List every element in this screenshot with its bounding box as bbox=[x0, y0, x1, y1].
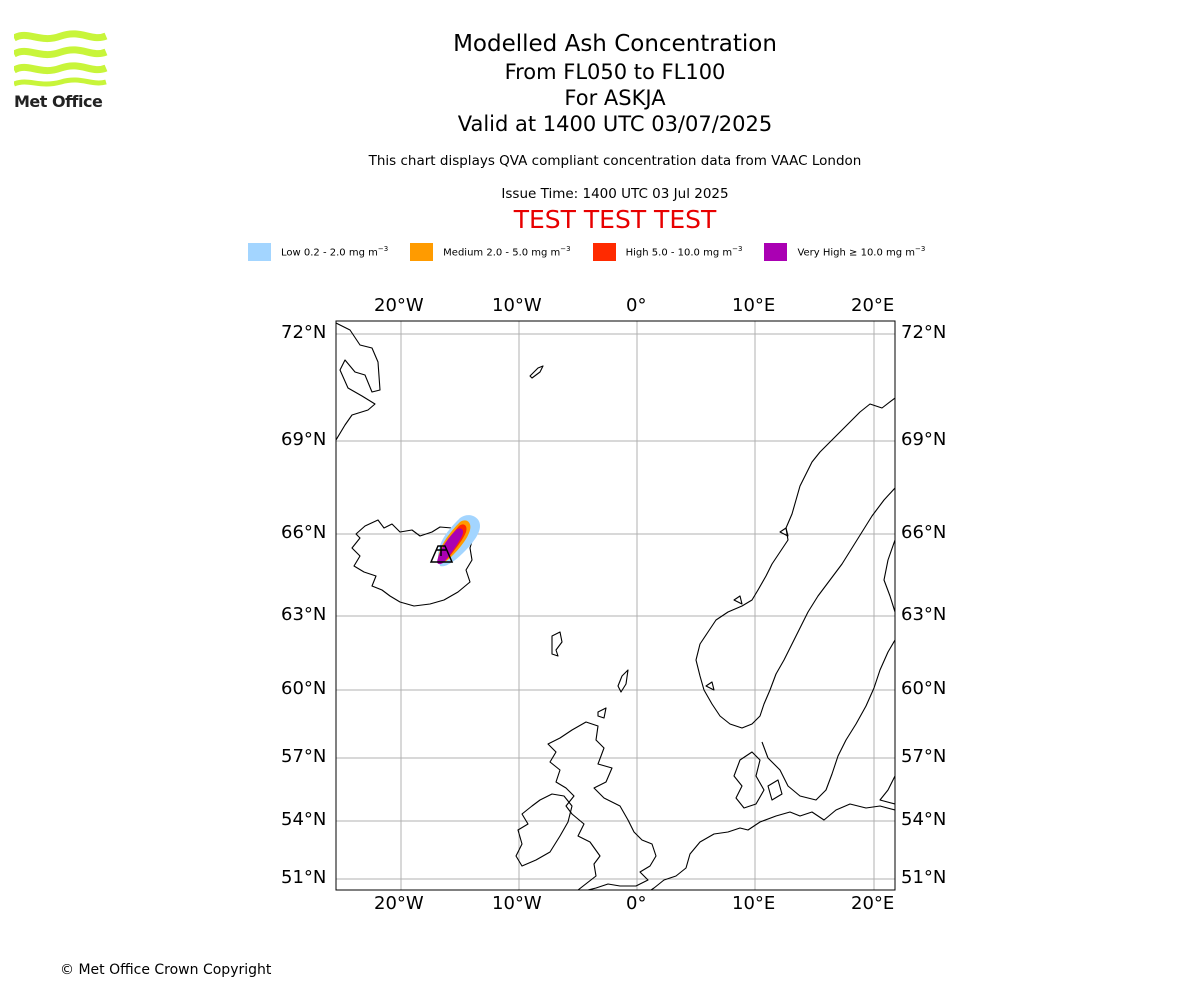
iceland-coast bbox=[351, 519, 475, 607]
lat-tick-right-60n: 60°N bbox=[901, 678, 947, 699]
lat-tick-left-51n: 51°N bbox=[281, 867, 327, 888]
lat-tick-left-60n: 60°N bbox=[281, 678, 327, 699]
legend-item-high: High 5.0 - 10.0 mg m−3 bbox=[592, 243, 743, 261]
volcano-marker-icon bbox=[429, 545, 454, 563]
jan-mayen bbox=[529, 365, 544, 379]
legend-item-medium: Medium 2.0 - 5.0 mg m−3 bbox=[410, 243, 571, 261]
norway-coast bbox=[695, 397, 895, 729]
logo-text: Met Office bbox=[14, 92, 103, 111]
lat-tick-right-72n: 72°N bbox=[901, 322, 947, 343]
ash-very-high bbox=[437, 528, 464, 565]
lat-tick-left-66n: 66°N bbox=[281, 522, 327, 543]
legend-swatch-medium bbox=[410, 243, 434, 261]
copyright-notice: © Met Office Crown Copyright bbox=[60, 962, 272, 978]
legend: Low 0.2 - 2.0 mg m−3 Medium 2.0 - 5.0 mg… bbox=[248, 243, 947, 261]
lat-tick-left-72n: 72°N bbox=[281, 322, 327, 343]
volcano-name: For ASKJA bbox=[564, 86, 666, 110]
lon-tick-top-20e: 20°E bbox=[851, 295, 895, 316]
great-britain-coast bbox=[547, 721, 657, 890]
lon-tick-bottom-20e: 20°E bbox=[851, 893, 895, 914]
qva-note: This chart displays QVA compliant concen… bbox=[368, 153, 862, 169]
faroe-islands bbox=[551, 631, 563, 657]
legend-swatch-low bbox=[248, 243, 271, 261]
coastlines bbox=[336, 322, 895, 890]
met-office-logo: Met Office bbox=[12, 30, 109, 112]
lat-tick-right-63n: 63°N bbox=[901, 604, 947, 625]
met-office-wave-icon bbox=[12, 30, 108, 87]
legend-item-very-high: Very High ≥ 10.0 mg m−3 bbox=[764, 243, 925, 261]
shetland bbox=[617, 669, 629, 693]
lon-tick-bottom-10w: 10°W bbox=[492, 893, 542, 914]
valid-time: Valid at 1400 UTC 03/07/2025 bbox=[457, 112, 773, 136]
lat-tick-left-54n: 54°N bbox=[281, 809, 327, 830]
test-banner: TEST TEST TEST bbox=[513, 205, 717, 234]
lat-tick-left-69n: 69°N bbox=[281, 429, 327, 450]
chart-title: Modelled Ash Concentration bbox=[453, 31, 777, 57]
lat-tick-left-57n: 57°N bbox=[281, 746, 327, 767]
legend-swatch-very-high bbox=[764, 243, 788, 261]
issue-time: Issue Time: 1400 UTC 03 Jul 2025 bbox=[501, 186, 729, 202]
lon-tick-top-0: 0° bbox=[626, 295, 647, 316]
lon-tick-bottom-20w: 20°W bbox=[374, 893, 424, 914]
graticule bbox=[336, 321, 895, 890]
chart-title-block: Modelled Ash Concentration From FL050 to… bbox=[0, 30, 1200, 234]
denmark-coast bbox=[733, 751, 765, 809]
map-frame bbox=[335, 320, 896, 891]
lat-tick-right-69n: 69°N bbox=[901, 429, 947, 450]
ash-cloud bbox=[437, 515, 480, 567]
lon-tick-bottom-0: 0° bbox=[626, 893, 647, 914]
lat-tick-right-57n: 57°N bbox=[901, 746, 947, 767]
lat-tick-right-66n: 66°N bbox=[901, 522, 947, 543]
flight-levels: From FL050 to FL100 bbox=[504, 60, 726, 84]
lon-tick-top-10e: 10°E bbox=[732, 295, 776, 316]
legend-item-low: Low 0.2 - 2.0 mg m−3 bbox=[248, 243, 388, 261]
europe-coast bbox=[650, 803, 895, 890]
lon-tick-top-10w: 10°W bbox=[492, 295, 542, 316]
lat-tick-right-54n: 54°N bbox=[901, 809, 947, 830]
legend-swatch-high bbox=[592, 243, 616, 261]
lon-tick-top-20w: 20°W bbox=[374, 295, 424, 316]
legend-label-low: Low 0.2 - 2.0 mg m−3 bbox=[281, 245, 389, 259]
ireland-coast bbox=[515, 793, 573, 867]
lon-tick-bottom-10e: 10°E bbox=[732, 893, 776, 914]
lat-tick-left-63n: 63°N bbox=[281, 604, 327, 625]
legend-label-medium: Medium 2.0 - 5.0 mg m−3 bbox=[443, 245, 571, 259]
legend-label-very-high: Very High ≥ 10.0 mg m−3 bbox=[797, 245, 926, 259]
legend-label-high: High 5.0 - 10.0 mg m−3 bbox=[625, 245, 743, 259]
greenland-coast bbox=[336, 322, 381, 441]
lat-tick-right-51n: 51°N bbox=[901, 867, 947, 888]
sweden-coast bbox=[761, 639, 895, 801]
